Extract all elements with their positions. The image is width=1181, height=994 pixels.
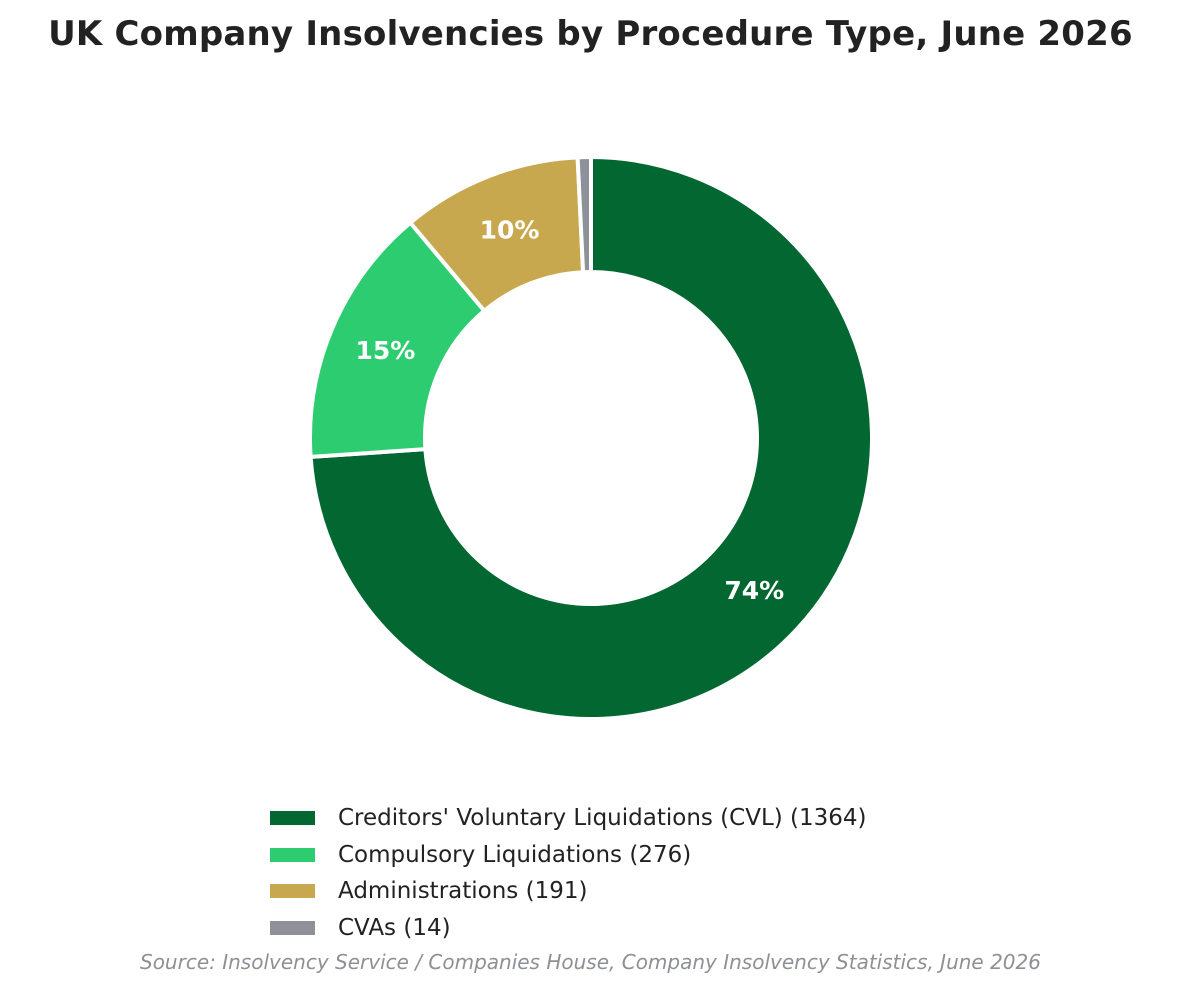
legend-item-cvas: CVAs (14) (270, 910, 867, 947)
donut-slice-cvas (575, 154, 593, 275)
legend-item-administrations: Administrations (191) (270, 873, 867, 910)
legend-swatch-administrations (270, 884, 315, 899)
legend-swatch-cvl (270, 811, 315, 826)
legend-label-cvas: CVAs (14) (338, 914, 451, 941)
legend-swatch-cvas (270, 920, 315, 935)
legend-item-cvl: Creditors' Voluntary Liquidations (CVL) … (270, 800, 867, 837)
legend-item-compulsory: Compulsory Liquidations (276) (270, 837, 867, 874)
legend-label-administrations: Administrations (191) (338, 878, 588, 905)
legend-label-cvl: Creditors' Voluntary Liquidations (CVL) … (338, 805, 867, 832)
legend-label-compulsory: Compulsory Liquidations (276) (338, 841, 692, 868)
pct-label-cvl: 74% (724, 576, 784, 605)
chart-title: UK Company Insolvencies by Procedure Typ… (48, 14, 1133, 54)
legend-swatch-compulsory (270, 847, 315, 862)
chart-legend: Creditors' Voluntary Liquidations (CVL) … (270, 800, 867, 946)
donut-slice-cvl (308, 154, 874, 721)
pct-label-compulsory: 15% (355, 336, 415, 365)
source-note: Source: Insolvency Service / Companies H… (140, 950, 1041, 974)
pct-label-administrations: 10% (480, 215, 540, 244)
donut-chart: 74% 15% 10% (308, 154, 874, 721)
